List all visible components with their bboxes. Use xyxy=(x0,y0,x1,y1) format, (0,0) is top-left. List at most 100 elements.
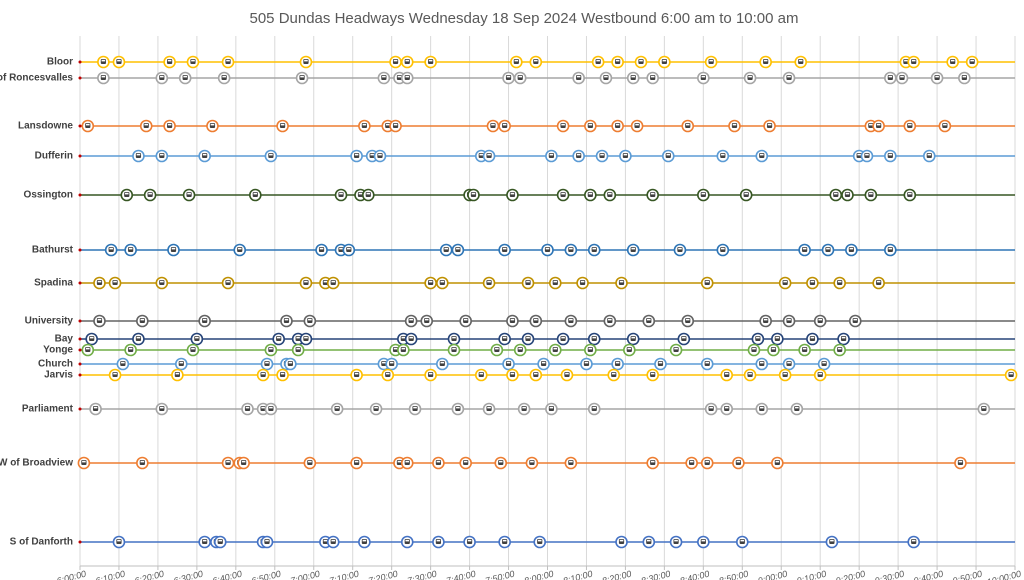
marker-window xyxy=(85,347,90,350)
vehicle-marker xyxy=(759,55,772,69)
marker-icon xyxy=(533,372,539,377)
vehicle-marker xyxy=(498,332,511,346)
vehicle-marker xyxy=(580,357,593,371)
marker-window xyxy=(463,318,468,321)
marker-icon xyxy=(252,192,258,197)
marker-window xyxy=(288,361,293,364)
marker-window xyxy=(409,318,413,321)
x-tick-label: 8:00:00 xyxy=(523,569,555,580)
marker-icon xyxy=(665,153,671,158)
vehicle-marker xyxy=(759,314,772,328)
vehicle-marker xyxy=(584,188,597,202)
vehicle-marker xyxy=(89,402,102,416)
vehicle-marker xyxy=(572,71,585,85)
marker-icon xyxy=(794,406,800,411)
marker-icon xyxy=(217,539,223,544)
marker-icon xyxy=(318,247,325,252)
marker-icon xyxy=(599,153,605,158)
marker-icon xyxy=(225,280,231,285)
marker-icon xyxy=(689,460,695,465)
vehicle-marker xyxy=(198,314,211,328)
marker-icon xyxy=(221,75,227,80)
marker-icon xyxy=(747,75,753,80)
vehicle-marker xyxy=(860,149,874,163)
marker-window xyxy=(160,406,164,409)
marker-icon xyxy=(957,460,964,465)
vehicle-marker xyxy=(77,456,91,470)
marker-window xyxy=(876,123,881,126)
vehicle-marker xyxy=(700,276,714,290)
marker-window xyxy=(366,192,371,195)
marker-window xyxy=(795,406,799,409)
marker-icon xyxy=(887,75,893,80)
x-tick-label: 9:30:00 xyxy=(874,569,906,580)
marker-window xyxy=(171,247,176,250)
vehicle-marker xyxy=(510,55,523,69)
vehicle-marker xyxy=(385,357,398,371)
stop-label: Church xyxy=(38,359,73,370)
marker-icon xyxy=(533,59,539,64)
vehicle-marker xyxy=(182,188,196,202)
marker-icon xyxy=(568,460,574,465)
marker-icon xyxy=(225,460,231,465)
marker-icon xyxy=(802,247,808,252)
marker-icon xyxy=(307,318,313,323)
vehicle-marker xyxy=(373,149,387,163)
marker-icon xyxy=(560,336,566,341)
marker-icon xyxy=(268,347,274,352)
vehicle-marker xyxy=(661,149,675,163)
vehicle-marker xyxy=(498,119,511,133)
marker-window xyxy=(428,59,433,62)
marker-window xyxy=(837,347,842,350)
vehicle-marker xyxy=(654,357,667,371)
marker-window xyxy=(280,372,285,375)
marker-icon xyxy=(276,336,282,341)
vehicle-marker xyxy=(439,243,453,257)
marker-window xyxy=(124,192,129,195)
vehicle-marker xyxy=(108,368,122,382)
marker-icon xyxy=(650,75,656,80)
vehicle-marker xyxy=(603,188,617,202)
vehicle-marker xyxy=(541,243,554,257)
vehicle-marker xyxy=(506,188,519,202)
x-tick-label: 8:50:00 xyxy=(718,569,750,580)
marker-icon xyxy=(887,153,893,158)
stop-label: Parliament xyxy=(22,404,74,415)
vehicle-marker xyxy=(755,149,769,163)
vehicle-marker xyxy=(685,456,698,470)
marker-window xyxy=(218,539,223,542)
vehicle-marker xyxy=(587,243,601,257)
marker-icon xyxy=(852,318,858,323)
marker-icon xyxy=(630,336,636,341)
marker-icon xyxy=(611,372,617,377)
marker-icon xyxy=(338,192,344,197)
vehicle-marker xyxy=(132,332,145,346)
marker-window xyxy=(534,59,538,62)
marker-icon xyxy=(330,539,336,544)
marker-window xyxy=(354,372,359,375)
vehicle-marker xyxy=(420,314,434,328)
stop-label: Lansdowne xyxy=(18,121,73,132)
vehicle-marker xyxy=(198,149,211,163)
marker-window xyxy=(744,192,748,195)
marker-icon xyxy=(435,539,442,544)
marker-icon xyxy=(400,347,406,352)
marker-icon xyxy=(844,192,851,197)
marker-window xyxy=(510,192,515,195)
marker-icon xyxy=(85,347,91,352)
marker-window xyxy=(401,336,406,339)
marker-window xyxy=(623,153,628,156)
marker-icon xyxy=(630,247,636,252)
marker-window xyxy=(304,336,308,339)
marker-window xyxy=(424,318,429,321)
vehicle-marker xyxy=(817,357,831,371)
vehicle-marker xyxy=(221,55,235,69)
marker-window xyxy=(756,336,760,339)
marker-icon xyxy=(591,247,597,252)
vehicle-marker xyxy=(615,535,628,549)
marker-icon xyxy=(190,59,196,64)
marker-window xyxy=(93,406,98,409)
vehicle-marker xyxy=(155,276,169,290)
marker-icon xyxy=(969,59,975,64)
marker-icon xyxy=(439,280,445,285)
